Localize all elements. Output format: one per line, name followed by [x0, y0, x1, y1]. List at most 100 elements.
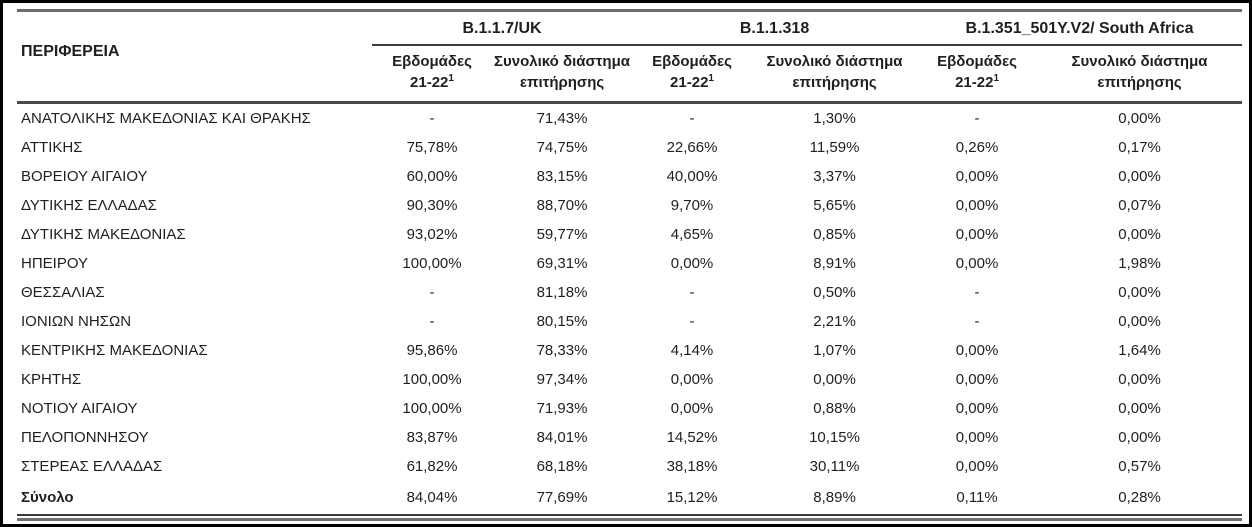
- region-cell: Σύνολο: [21, 489, 74, 506]
- value-cell: -: [689, 110, 695, 127]
- value-cell: 69,31%: [536, 255, 588, 272]
- value-cell: 68,18%: [536, 458, 588, 475]
- value-cell: 0,00%: [955, 458, 999, 475]
- value-cell: 0,57%: [1118, 458, 1161, 475]
- subheader-weeks-b117: Εβδομάδες 21-221: [372, 45, 492, 104]
- value-cell: 0,00%: [955, 255, 999, 272]
- value-cell: 60,00%: [406, 168, 458, 185]
- table-row: ΗΠΕΙΡΟΥ 100,00% 69,31% 0,00% 8,91% 0,00% 1,98%: [17, 249, 1242, 278]
- value-cell: 83,15%: [536, 168, 588, 185]
- value-cell: 10,15%: [809, 429, 860, 446]
- value-cell: 0,00%: [1118, 400, 1161, 417]
- subheader-line2: επιτήρησης: [792, 74, 877, 91]
- value-cell: 90,30%: [406, 197, 458, 214]
- value-cell: 84,04%: [406, 489, 458, 506]
- region-cell: ΚΕΝΤΡΙΚΗΣ ΜΑΚΕΔΟΝΙΑΣ: [21, 342, 208, 359]
- value-cell: 0,00%: [1118, 226, 1161, 243]
- value-cell: 78,33%: [536, 342, 588, 359]
- region-cell: ΑΤΤΙΚΗΣ: [21, 139, 83, 156]
- column-group-b117-uk: B.1.1.7/UK: [372, 10, 633, 46]
- variant-surveillance-table-wrap: ΠΕΡΙΦΕΡΕΙΑ B.1.1.7/UK B.1.1.318 B.1.351_…: [17, 9, 1243, 521]
- value-cell: 75,78%: [406, 139, 458, 156]
- table-bottom-rule: [17, 514, 1242, 521]
- table-row: ΒΟΡΕΙΟΥ ΑΙΓΑΙΟΥ 60,00% 83,15% 40,00% 3,37% 0,…: [17, 162, 1242, 191]
- subheader-line2: επιτήρησης: [519, 74, 605, 91]
- value-cell: 0,00%: [1118, 313, 1161, 330]
- column-header-region: ΠΕΡΙΦΕΡΕΙΑ: [17, 10, 372, 104]
- footnote-marker: 1: [448, 73, 454, 84]
- value-cell: 0,00%: [670, 255, 714, 272]
- value-cell: 11,59%: [809, 139, 860, 156]
- region-cell: ΔΥΤΙΚΗΣ ΕΛΛΑΔΑΣ: [21, 197, 157, 214]
- value-cell: -: [974, 110, 980, 127]
- value-cell: 14,52%: [666, 429, 718, 446]
- value-cell: -: [974, 284, 980, 301]
- table-row: ΘΕΣΣΑΛΙΑΣ - 81,18% - 0,50% - 0,00%: [17, 278, 1242, 307]
- value-cell: 0,00%: [955, 197, 999, 214]
- value-cell: 0,00%: [955, 342, 999, 359]
- table-row: ΠΕΛΟΠΟΝΝΗΣΟΥ 83,87% 84,01% 14,52% 10,15% 0,00…: [17, 423, 1242, 452]
- footnote-marker: 1: [993, 73, 999, 84]
- table-row: ΣΤΕΡΕΑΣ ΕΛΛΑΔΑΣ 61,82% 68,18% 38,18% 30,11% 0…: [17, 452, 1242, 481]
- subheader-line1: Εβδομάδες: [937, 53, 1017, 70]
- region-cell: ΠΕΛΟΠΟΝΝΗΣΟΥ: [21, 429, 149, 446]
- subheader-line2: 21-22: [670, 74, 709, 91]
- value-cell: 0,00%: [1118, 429, 1161, 446]
- value-cell: 1,64%: [1118, 342, 1161, 359]
- value-cell: -: [429, 110, 435, 127]
- value-cell: 88,70%: [536, 197, 588, 214]
- region-cell: ΣΤΕΡΕΑΣ ΕΛΛΑΔΑΣ: [21, 458, 163, 475]
- value-cell: 0,00%: [1118, 371, 1161, 388]
- total-row: Σύνολο 84,04% 77,69% 15,12% 8,89% 0,11% 0,28%: [17, 481, 1242, 514]
- value-cell: 83,87%: [406, 429, 458, 446]
- value-cell: 0,50%: [813, 284, 856, 301]
- table-row: ΚΡΗΤΗΣ 100,00% 97,34% 0,00% 0,00% 0,00% 0,00%: [17, 365, 1242, 394]
- value-cell: 61,82%: [406, 458, 458, 475]
- value-cell: 0,00%: [955, 168, 999, 185]
- value-cell: 8,91%: [813, 255, 856, 272]
- region-cell: ΔΥΤΙΚΗΣ ΜΑΚΕΔΟΝΙΑΣ: [21, 226, 186, 243]
- group-header-row: ΠΕΡΙΦΕΡΕΙΑ B.1.1.7/UK B.1.1.318 B.1.351_…: [17, 10, 1243, 104]
- value-cell: 0,11%: [956, 489, 998, 506]
- value-cell: 30,11%: [809, 458, 860, 475]
- value-cell: 95,86%: [406, 342, 458, 359]
- value-cell: 0,00%: [670, 400, 714, 417]
- subheader-line2: 21-22: [410, 74, 449, 91]
- value-cell: 3,37%: [813, 168, 856, 185]
- subheader-line2: επιτήρησης: [1097, 74, 1182, 91]
- region-cell: ΚΡΗΤΗΣ: [21, 371, 82, 388]
- subheader-total-b1351: Συνολικό διάστημα επιτήρησης: [1037, 45, 1243, 104]
- region-cell: ΙΟΝΙΩΝ ΝΗΣΩΝ: [21, 313, 132, 330]
- value-cell: 100,00%: [402, 371, 462, 388]
- value-cell: 0,00%: [670, 371, 714, 388]
- value-cell: 8,89%: [813, 489, 856, 506]
- value-cell: 100,00%: [402, 400, 462, 417]
- table-row: ΝΟΤΙΟΥ ΑΙΓΑΙΟΥ 100,00% 71,93% 0,00% 0,88% 0,0…: [17, 394, 1242, 423]
- subheader-line1: Συνολικό διάστημα: [1071, 53, 1208, 70]
- value-cell: 1,30%: [813, 110, 856, 127]
- subheader-line1: Εβδομάδες: [652, 53, 732, 70]
- value-cell: 100,00%: [402, 255, 462, 272]
- value-cell: 1,98%: [1118, 255, 1161, 272]
- table-row: ΚΕΝΤΡΙΚΗΣ ΜΑΚΕΔΟΝΙΑΣ 95,86% 78,33% 4,14% 1,0…: [17, 336, 1242, 365]
- value-cell: 0,00%: [955, 226, 999, 243]
- table-row: ΔΥΤΙΚΗΣ ΕΛΛΑΔΑΣ 90,30% 88,70% 9,70% 5,65% 0,0…: [17, 191, 1242, 220]
- footnote-marker: 1: [708, 73, 714, 84]
- region-cell: ΘΕΣΣΑΛΙΑΣ: [21, 284, 105, 301]
- column-group-b11318: B.1.1.318: [632, 10, 918, 46]
- value-cell: 0,28%: [1118, 489, 1161, 506]
- region-cell: ΒΟΡΕΙΟΥ ΑΙΓΑΙΟΥ: [21, 168, 148, 185]
- value-cell: -: [689, 284, 695, 301]
- value-cell: -: [429, 284, 435, 301]
- value-cell: 0,00%: [1118, 110, 1161, 127]
- variant-surveillance-table: ΠΕΡΙΦΕΡΕΙΑ B.1.1.7/UK B.1.1.318 B.1.351_…: [17, 9, 1243, 514]
- table-row: ΑΤΤΙΚΗΣ 75,78% 74,75% 22,66% 11,59% 0,26% 0,17…: [17, 133, 1242, 162]
- value-cell: 15,12%: [666, 489, 718, 506]
- column-group-b1351-south-africa: B.1.351_501Y.V2/ South Africa: [917, 10, 1243, 46]
- value-cell: -: [974, 313, 980, 330]
- value-cell: 5,65%: [813, 197, 856, 214]
- value-cell: 4,14%: [670, 342, 714, 359]
- value-cell: 71,43%: [536, 110, 588, 127]
- value-cell: 22,66%: [666, 139, 718, 156]
